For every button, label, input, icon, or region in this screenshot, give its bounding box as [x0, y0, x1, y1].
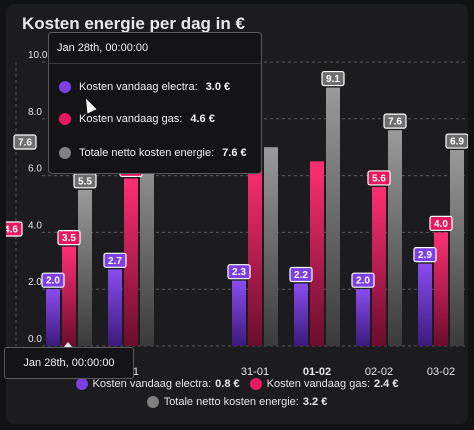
data-label-gas-28-01: 3.5: [57, 230, 81, 246]
bar-total-02-02[interactable]: [388, 130, 402, 346]
tooltip-dot-total: [59, 147, 71, 159]
x-tick-label: 03-02: [427, 366, 455, 378]
chart-title: Kosten energie per dag in €: [22, 14, 245, 33]
tooltip-header: Jan 28th, 00:00:00: [49, 33, 261, 64]
x-tooltip-arrow-icon: [63, 342, 73, 348]
data-label-electra-29-01: 2.7: [103, 252, 127, 268]
svg-text:3.5: 3.5: [62, 233, 76, 244]
y-tick-label: 0.0: [28, 334, 42, 345]
data-label-electra-28-01: 2.0: [41, 272, 65, 288]
y-tick-label: 4.0: [28, 220, 42, 231]
x-tick-label: 01-02: [303, 366, 331, 378]
svg-text:7.6: 7.6: [388, 117, 402, 128]
chart-tooltip: Jan 28th, 00:00:00 Kosten vandaag electr…: [48, 32, 262, 174]
legend-value-gas: 2.4 €: [374, 378, 399, 390]
tooltip-label-gas: Kosten vandaag gas:: [79, 113, 183, 125]
svg-text:6.9: 6.9: [450, 137, 464, 148]
bar-gas-01-02[interactable]: [310, 161, 324, 346]
svg-text:2.7: 2.7: [108, 256, 122, 267]
legend-row-1: Kosten vandaag electra: 0.8 € Kosten van…: [6, 378, 468, 390]
bar-gas-02-02[interactable]: [372, 186, 386, 346]
svg-text:2.0: 2.0: [46, 276, 60, 287]
bar-gas-29-01[interactable]: [124, 178, 138, 346]
bar-gas-03-02[interactable]: [434, 232, 448, 346]
data-label-electra-31-01: 2.3: [227, 264, 251, 280]
svg-text:7.6: 7.6: [18, 138, 32, 149]
bar-electra-29-01[interactable]: [108, 269, 122, 346]
tooltip-dot-gas: [59, 113, 71, 125]
legend: Kosten vandaag electra: 0.8 € Kosten van…: [6, 378, 468, 414]
bar-total-28-01[interactable]: [78, 189, 92, 346]
data-label-total-28-01: 5.5: [73, 173, 97, 189]
svg-text:4.0: 4.0: [434, 219, 448, 230]
data-label-gas-02-02: 5.6: [367, 170, 391, 186]
y-tick-label: 10.0: [28, 50, 48, 61]
svg-text:4.6: 4.6: [6, 225, 18, 236]
bar-gas-28-01[interactable]: [62, 246, 76, 346]
tooltip-row-total: Totale netto kosten energie: 7.6 €: [59, 147, 247, 159]
legend-label-total: Totale netto kosten energie:: [163, 396, 299, 408]
x-tick-label: 31-01: [241, 366, 269, 378]
x-axis-tooltip: Jan 28th, 00:00:00: [4, 347, 134, 379]
tooltip-row-electra: Kosten vandaag electra: 3.0 €: [59, 81, 230, 93]
bar-electra-03-02[interactable]: [418, 263, 432, 346]
legend-item-electra[interactable]: Kosten vandaag electra: 0.8 €: [75, 378, 240, 390]
data-label-total-01-02: 9.1: [321, 70, 345, 87]
edge-label-gas: 4.6: [6, 221, 23, 237]
legend-label-gas: Kosten vandaag gas:: [266, 378, 370, 390]
bar-electra-02-02[interactable]: [356, 289, 370, 346]
svg-text:2.9: 2.9: [418, 250, 432, 261]
tooltip-value-total: 7.6 €: [222, 147, 247, 159]
svg-text:2.0: 2.0: [356, 276, 370, 287]
bar-total-03-02[interactable]: [450, 150, 464, 346]
tooltip-label-total: Totale netto kosten energie:: [79, 147, 215, 159]
tooltip-value-gas: 4.6 €: [190, 113, 215, 125]
bar-electra-01-02[interactable]: [294, 283, 308, 346]
bar-chart: 2.03.55.52.75.92.32.29.12.05.67.62.94.06…: [6, 50, 468, 378]
bar-electra-28-01[interactable]: [46, 289, 60, 346]
data-label-total-03-02: 6.9: [445, 133, 468, 149]
data-label-electra-02-02: 2.0: [351, 272, 375, 288]
bar-total-01-02[interactable]: [326, 87, 340, 346]
x-tick-label: 02-02: [365, 366, 393, 378]
svg-text:5.6: 5.6: [372, 173, 386, 184]
legend-dot-total: [146, 396, 159, 408]
legend-dot-gas: [249, 378, 262, 390]
legend-label-electra: Kosten vandaag electra:: [92, 378, 212, 390]
svg-text:2.3: 2.3: [232, 267, 246, 278]
svg-text:5.5: 5.5: [78, 176, 92, 187]
y-tick-label: 6.0: [28, 164, 42, 175]
y-tick-label: 8.0: [28, 107, 42, 118]
tooltip-dot-electra: [59, 81, 71, 93]
legend-value-total: 3.2 €: [302, 396, 328, 408]
bar-gas-31-01[interactable]: [248, 161, 262, 346]
data-label-electra-03-02: 2.9: [413, 247, 437, 263]
bar-total-29-01[interactable]: [140, 147, 154, 346]
data-label-electra-01-02: 2.2: [289, 266, 313, 283]
data-label-gas-03-02: 4.0: [429, 215, 453, 231]
legend-row-2: Totale netto kosten energie: 3.2 €: [6, 396, 468, 408]
legend-item-gas[interactable]: Kosten vandaag gas: 2.4 €: [249, 378, 399, 390]
legend-value-electra: 0.8 €: [215, 378, 240, 390]
data-label-total-02-02: 7.6: [383, 113, 407, 129]
edge-label-total: 7.6: [13, 134, 37, 150]
tooltip-label-electra: Kosten vandaag electra:: [79, 81, 198, 93]
svg-text:9.1: 9.1: [326, 74, 340, 85]
tooltip-value-electra: 3.0 €: [205, 81, 231, 93]
legend-item-total[interactable]: Totale netto kosten energie: 3.2 €: [146, 396, 328, 408]
legend-dot-electra: [75, 378, 88, 390]
y-tick-label: 2.0: [28, 277, 42, 288]
svg-text:2.2: 2.2: [294, 270, 308, 281]
bar-electra-31-01[interactable]: [232, 280, 246, 346]
tooltip-row-gas: Kosten vandaag gas: 4.6 €: [59, 113, 215, 125]
bar-total-31-01[interactable]: [264, 147, 278, 346]
